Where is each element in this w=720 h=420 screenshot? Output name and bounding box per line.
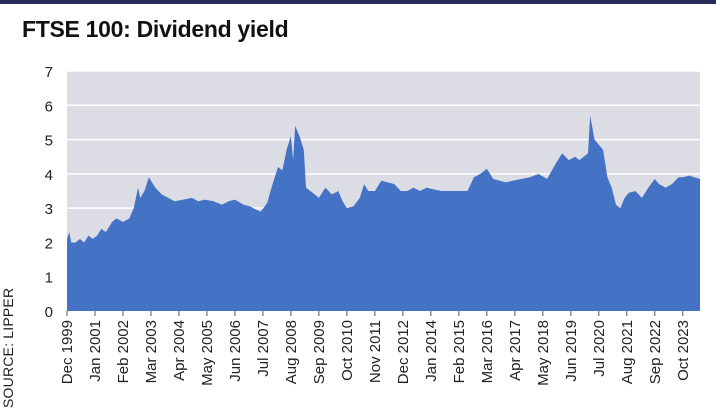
dividend-yield-area xyxy=(67,115,700,311)
x-tick-label: Dec 2012 xyxy=(395,320,412,384)
x-tick-label: Feb 2002 xyxy=(115,320,132,383)
y-tick-label: 4 xyxy=(45,167,53,184)
y-tick-label: 6 xyxy=(45,98,53,115)
y-tick-label: 2 xyxy=(45,235,53,252)
top-rule xyxy=(0,0,716,4)
x-tick-label: Jul 2007 xyxy=(255,320,272,377)
x-tick-label: May 2018 xyxy=(535,320,552,386)
y-axis-ticks: 0 1 2 3 4 5 6 7 xyxy=(45,64,53,321)
x-tick-label: Feb 2015 xyxy=(451,320,468,383)
x-tick-label: Jan 2001 xyxy=(87,320,104,382)
x-tick-label: Jun 2006 xyxy=(227,320,244,382)
x-tick-label: Jun 2019 xyxy=(563,320,580,382)
x-tick-label: Sep 2009 xyxy=(311,320,328,384)
x-tick-label: Nov 2011 xyxy=(367,320,384,383)
x-tick-label: Apr 2017 xyxy=(507,320,524,381)
x-tick-label: Mar 2003 xyxy=(143,320,160,383)
x-tick-label: Apr 2004 xyxy=(171,320,188,381)
x-tick-label: Dec 1999 xyxy=(59,320,76,384)
x-tick-label: Aug 2008 xyxy=(283,320,300,384)
x-tick-label: Jul 2020 xyxy=(591,320,608,377)
x-axis-ticks: Dec 1999 Jan 2001 Feb 2002 Mar 2003 Apr 2004… xyxy=(59,311,692,386)
y-tick-label: 5 xyxy=(45,133,53,150)
x-tick-label: Sep 2022 xyxy=(647,320,664,384)
y-tick-label: 3 xyxy=(45,201,53,218)
x-tick-label: May 2005 xyxy=(199,320,216,386)
x-tick-label: Oct 2023 xyxy=(675,320,692,381)
x-tick-label: Jan 2014 xyxy=(423,320,440,382)
y-tick-label: 1 xyxy=(45,270,53,287)
x-tick-label: Oct 2010 xyxy=(339,320,356,381)
x-tick-label: Aug 2021 xyxy=(619,320,636,384)
y-tick-label: 7 xyxy=(45,64,53,81)
y-tick-label: 0 xyxy=(45,304,53,321)
x-tick-label: Mar 2016 xyxy=(479,320,496,383)
chart-title: FTSE 100: Dividend yield xyxy=(22,16,289,42)
